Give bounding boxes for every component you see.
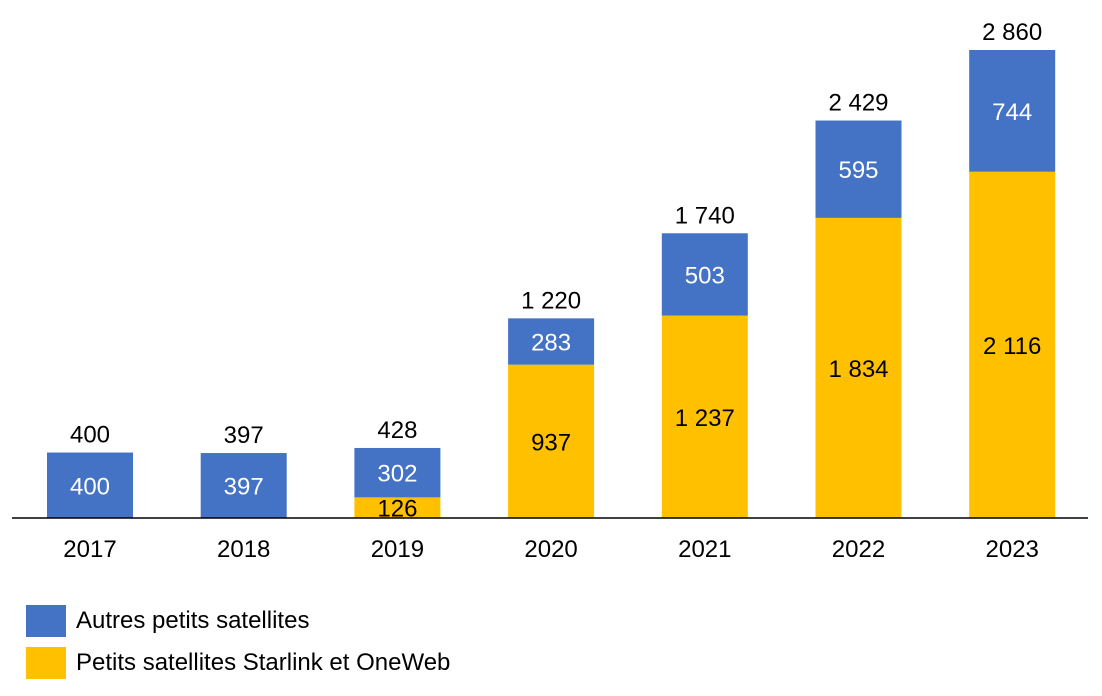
bar-segment-autres-2017: [47, 452, 133, 518]
data-label-starlink-oneweb-2023: 2 116: [983, 333, 1041, 360]
total-label-2021: 1 740: [675, 202, 735, 229]
legend-item-starlink-oneweb: Petits satellites Starlink et OneWeb: [26, 642, 450, 684]
bar-segment-starlink-oneweb-2022: [815, 217, 902, 518]
total-label-2020: 1 220: [521, 287, 581, 314]
data-label-autres-2017: 400: [70, 473, 110, 500]
x-tick-label-2020: 2020: [524, 536, 577, 563]
bar-segment-autres-2020: [508, 318, 595, 365]
bar-segment-autres-2023: [969, 50, 1056, 172]
legend-swatch-autres: [26, 605, 66, 637]
data-label-starlink-oneweb-2021: 1 237: [675, 405, 735, 432]
x-tick-label-2019: 2019: [371, 536, 424, 563]
legend-label-autres: Autres petits satellites: [76, 607, 310, 634]
total-label-2017: 400: [70, 422, 110, 449]
data-label-autres-2018: 397: [224, 474, 264, 501]
data-label-starlink-oneweb-2020: 937: [531, 429, 571, 456]
x-tick-label-2022: 2022: [832, 536, 885, 563]
stacked-bar-chart: 4004002017397397201812630242820199372831…: [12, 19, 1088, 563]
data-label-autres-2019: 302: [377, 461, 417, 488]
bar-segment-autres-2021: [661, 233, 748, 316]
x-tick-label-2021: 2021: [678, 536, 731, 563]
x-tick-label-2017: 2017: [63, 536, 116, 563]
data-label-starlink-oneweb-2022: 1 834: [828, 356, 888, 383]
bar-segment-autres-2019: [354, 447, 441, 498]
legend-swatch-starlink-oneweb: [26, 647, 66, 679]
legend-item-autres: Autres petits satellites: [26, 600, 450, 642]
data-label-autres-2020: 283: [531, 330, 571, 357]
x-tick-label-2023: 2023: [986, 536, 1039, 563]
bar-segment-starlink-oneweb-2021: [661, 315, 748, 518]
total-label-2018: 397: [224, 422, 264, 449]
legend-label-starlink-oneweb: Petits satellites Starlink et OneWeb: [76, 649, 451, 676]
bar-segment-autres-2022: [815, 120, 902, 218]
total-label-2023: 2 860: [982, 19, 1042, 46]
bar-segment-starlink-oneweb-2020: [508, 364, 595, 518]
data-label-autres-2021: 503: [685, 262, 725, 289]
bar-segment-starlink-oneweb-2019: [354, 497, 441, 518]
legend: Autres petits satellites Petits satellit…: [26, 600, 450, 684]
total-label-2019: 428: [377, 417, 417, 444]
x-tick-label-2018: 2018: [217, 536, 270, 563]
bar-segment-starlink-oneweb-2023: [969, 171, 1056, 518]
total-label-2022: 2 429: [828, 90, 888, 117]
data-label-autres-2022: 595: [838, 157, 878, 184]
data-label-autres-2023: 744: [992, 99, 1032, 126]
bar-segment-autres-2018: [200, 453, 287, 518]
